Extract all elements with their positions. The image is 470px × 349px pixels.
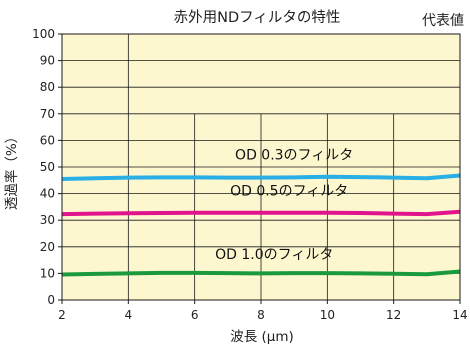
series-line-2 [61,269,461,277]
grid [62,34,460,300]
y-tick-label: 40 [40,187,55,201]
chart-title: 赤外用NDフィルタの特性 [174,9,341,26]
x-axis-label: 波長 (μm) [230,329,294,345]
y-tick-label: 90 [40,54,55,68]
data-series: OD 0.3のフィルタ OD 0.5のフィルタ OD 1.0のフィルタ [61,148,461,277]
chart-subtitle: 代表値 [422,13,464,29]
y-tick-label: 60 [40,133,55,147]
x-tick-label: 12 [386,308,401,322]
y-axis-label: 透過率（%） [3,130,20,210]
y-tick-label: 50 [40,160,55,174]
series-label-2: OD 1.0のフィルタ [215,247,333,263]
y-tick-label: 0 [47,293,55,307]
x-tick-label: 8 [257,308,265,322]
x-tick-label: 2 [58,308,66,322]
x-tick-label: 6 [191,308,199,322]
y-tick-label: 30 [40,213,55,227]
y-tick-label: 70 [40,107,55,121]
x-tick-label: 10 [320,308,335,322]
x-tick-label: 4 [125,308,133,322]
series-label-1: OD 0.5のフィルタ [230,184,348,200]
series-label-0: OD 0.3のフィルタ [235,148,353,164]
series-line-0 [61,173,461,181]
axes: 0 10 20 30 40 50 60 70 80 90 100 2 4 6 8 10 12 14 [32,27,468,322]
y-tick-label: 100 [32,27,55,41]
y-tick-label: 10 [40,266,55,280]
y-tick-label: 20 [40,240,55,254]
y-tick-label: 80 [40,80,55,94]
x-tick-label: 14 [452,308,467,322]
series-line-1 [61,209,461,217]
